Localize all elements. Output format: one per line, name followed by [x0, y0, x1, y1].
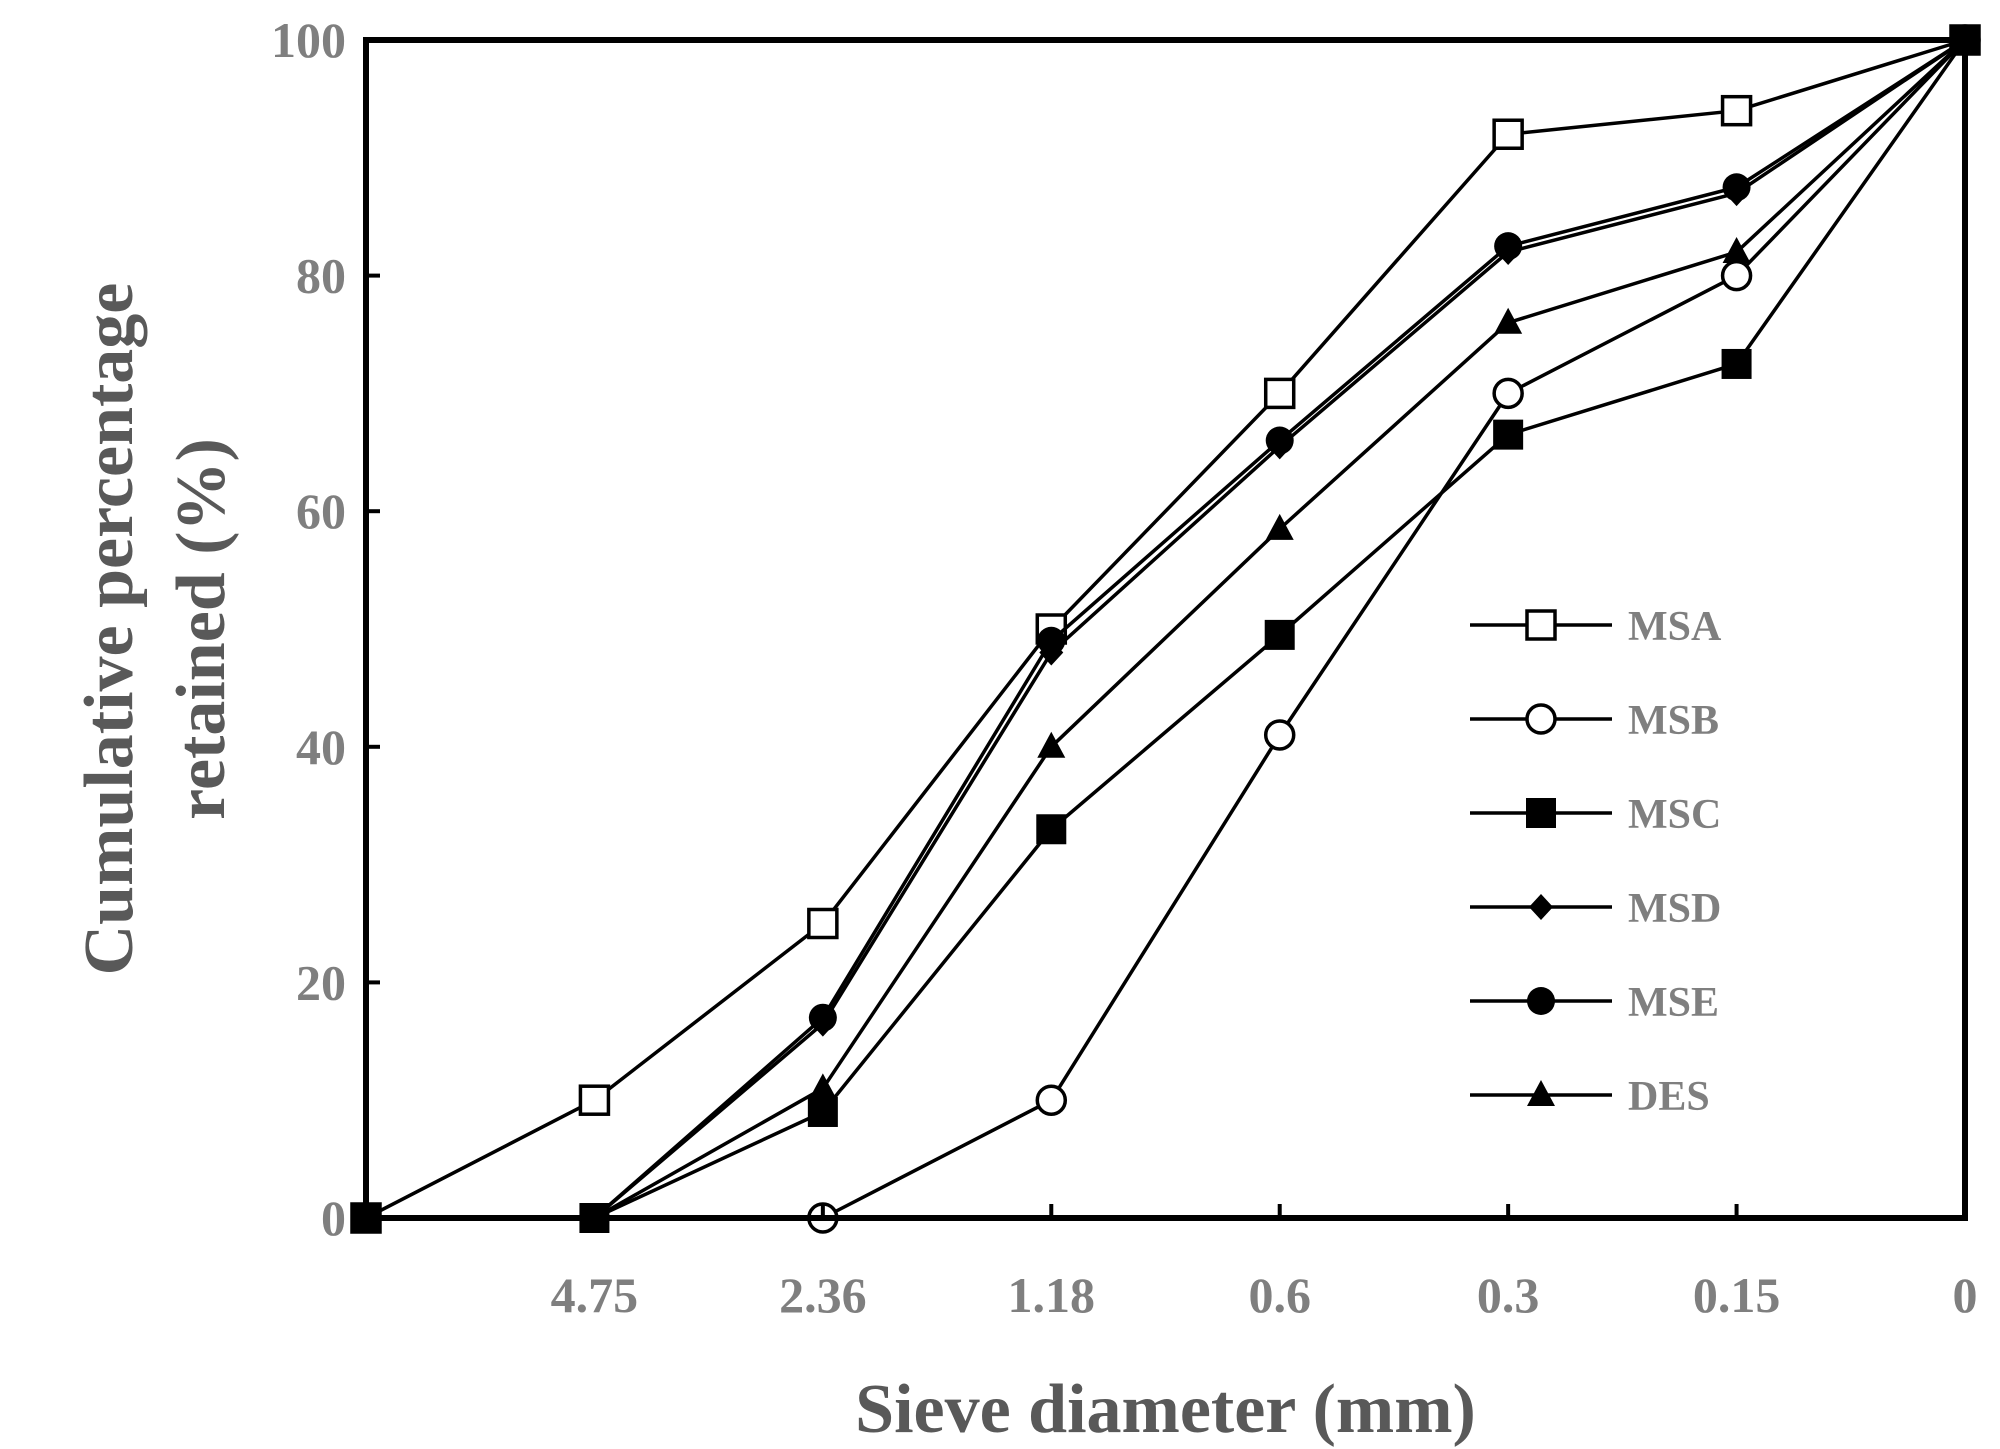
- series-msa: [350, 24, 1981, 1234]
- data-point-mse: [1265, 426, 1294, 455]
- data-point-msa: [1720, 94, 1753, 127]
- legend-entry-msd: MSD: [1470, 886, 1721, 932]
- legend-entry-msc: MSC: [1470, 792, 1721, 838]
- data-point-des: [1265, 513, 1294, 540]
- series-line-msb: [822, 38, 1967, 1220]
- legend-entry-msb: MSB: [1470, 698, 1719, 744]
- x-tick-label: 4.75: [551, 1267, 639, 1323]
- legend-label: MSB: [1628, 698, 1719, 744]
- legend-label: MSA: [1628, 604, 1722, 650]
- legend-marker: [1526, 798, 1556, 828]
- data-point-msa: [578, 1084, 611, 1116]
- legend: MSA MSB MSC MSD MSE DES: [1470, 604, 1722, 1120]
- x-tick-label: 0: [1953, 1267, 1978, 1323]
- data-point-mse: [808, 1003, 837, 1032]
- series-msb: [807, 24, 1981, 1234]
- x-tick-label: 2.36: [779, 1267, 867, 1323]
- data-point-msb: [1035, 1084, 1068, 1116]
- series-line-msd: [366, 38, 1966, 1220]
- axis-ticks: 0 20 40 60 80 100 4.75 2.36 1.18 0.6 0.3 0.15 0: [271, 12, 1978, 1323]
- series-line-msc: [366, 38, 1967, 1220]
- data-point-msb: [1263, 719, 1296, 751]
- series-msd: [354, 27, 1977, 1231]
- data-point-msb: [1492, 377, 1524, 410]
- series-line-msa: [365, 38, 1966, 1220]
- series-mse: [352, 26, 1979, 1232]
- data-point-msc: [1036, 814, 1067, 845]
- y-axis-title-line: retained (%): [163, 438, 240, 820]
- y-tick-label: 40: [296, 719, 346, 775]
- data-point-msa: [1263, 377, 1296, 410]
- plot-area-frame: [363, 37, 1968, 1221]
- series-layer: [350, 24, 1981, 1234]
- x-tick-label: 0.15: [1693, 1267, 1781, 1323]
- y-axis-title-line: Cumulative percentage: [71, 283, 148, 976]
- data-point-des: [1722, 237, 1751, 264]
- data-point-msc: [807, 1096, 838, 1127]
- data-point-msc: [1264, 619, 1295, 650]
- x-tick-label: 0.3: [1477, 1267, 1540, 1323]
- legend-label: DES: [1628, 1074, 1710, 1120]
- x-axis-title: Sieve diameter (mm): [855, 1371, 1476, 1448]
- y-tick-label: 0: [321, 1190, 346, 1246]
- data-point-msc: [1493, 419, 1524, 450]
- data-point-msc: [1721, 348, 1752, 379]
- series-des: [352, 25, 1979, 1229]
- data-point-mse: [1494, 232, 1523, 261]
- legend-label: MSC: [1628, 792, 1721, 838]
- series-msc: [351, 25, 1980, 1233]
- legend-entry-msa: MSA: [1470, 604, 1722, 650]
- y-tick-label: 60: [296, 483, 346, 539]
- series-line-des: [366, 38, 1967, 1220]
- legend-entry-mse: MSE: [1470, 980, 1719, 1026]
- legend-entry-des: DES: [1470, 1074, 1710, 1120]
- legend-marker: [1527, 1080, 1555, 1106]
- legend-marker: [1529, 894, 1553, 920]
- data-point-mse: [1722, 173, 1751, 202]
- legend-marker: [1527, 987, 1555, 1015]
- data-point-des: [1494, 307, 1523, 334]
- y-tick-label: 100: [271, 12, 346, 68]
- data-point-msb: [1720, 259, 1753, 292]
- y-axis-title: Cumulative percentage retained (%): [71, 283, 240, 976]
- data-point-mse: [1037, 626, 1066, 655]
- data-point-des: [1037, 731, 1066, 758]
- data-point-des: [808, 1073, 837, 1100]
- series-line-mse: [366, 38, 1966, 1220]
- legend-label: MSE: [1628, 980, 1719, 1026]
- y-tick-label: 80: [296, 248, 346, 304]
- legend-label: MSD: [1628, 886, 1721, 932]
- x-tick-label: 0.6: [1248, 1267, 1311, 1323]
- x-tick-label: 1.18: [1008, 1267, 1096, 1323]
- data-point-msa: [1492, 118, 1524, 150]
- y-tick-label: 20: [296, 954, 346, 1010]
- legend-marker: [1525, 703, 1557, 735]
- legend-marker: [1525, 609, 1557, 641]
- data-point-msa: [807, 907, 839, 940]
